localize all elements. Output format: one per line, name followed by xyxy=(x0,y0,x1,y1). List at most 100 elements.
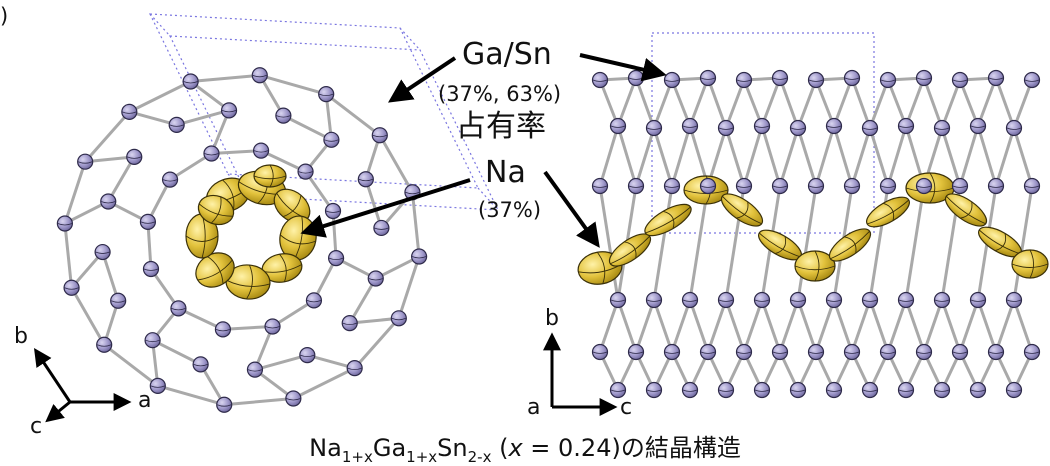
atom-sphere xyxy=(825,117,843,135)
sodium-meridian xyxy=(269,164,274,188)
atom-equator xyxy=(862,127,878,130)
atom-equator xyxy=(411,256,427,259)
atom-equator xyxy=(844,77,860,80)
atom-sphere xyxy=(969,291,987,309)
atom-sphere xyxy=(251,67,268,84)
framework-atoms xyxy=(56,67,1041,413)
unit-cell-left xyxy=(149,13,499,211)
caption-open: ( xyxy=(491,434,509,462)
bond xyxy=(742,298,764,354)
framework-atom xyxy=(771,177,789,195)
atom-sphere xyxy=(203,145,220,162)
bond xyxy=(1012,126,1034,188)
atom-equator xyxy=(952,185,968,188)
bond xyxy=(814,78,836,128)
bond xyxy=(652,78,674,130)
atom-equator xyxy=(772,351,788,354)
atom-sphere xyxy=(305,292,323,309)
atom-sphere xyxy=(609,117,627,135)
atom-equator xyxy=(610,125,626,128)
sodium-ellipsoid xyxy=(794,250,836,282)
framework-atom xyxy=(699,177,717,195)
caption-sn: Sn xyxy=(437,434,468,462)
framework-atom xyxy=(789,119,807,137)
bond xyxy=(397,255,421,320)
atom-equator xyxy=(319,93,334,97)
atom-sphere xyxy=(987,177,1005,195)
atom-equator xyxy=(664,351,680,354)
sodium-equator xyxy=(758,232,801,258)
atom-equator xyxy=(342,322,357,326)
atom-equator xyxy=(826,299,842,302)
atom-equator xyxy=(916,77,932,80)
label-ga-sn: Ga/Sn xyxy=(462,37,552,72)
bond xyxy=(904,184,926,302)
bond xyxy=(670,124,692,188)
bond xyxy=(348,276,378,325)
framework-atom xyxy=(681,117,699,135)
framework-atom xyxy=(753,117,771,135)
atom-equator xyxy=(898,299,914,302)
bond xyxy=(940,78,962,130)
atom-sphere xyxy=(627,343,645,361)
framework-atom xyxy=(1023,71,1041,89)
atom-sphere xyxy=(324,202,342,220)
atom-equator xyxy=(772,185,788,188)
atom-equator xyxy=(1024,79,1040,82)
atom-equator xyxy=(880,185,896,188)
atom-sphere xyxy=(192,356,209,373)
framework-atom xyxy=(609,117,627,135)
atom-sphere xyxy=(94,243,111,261)
sodium-meridian xyxy=(736,201,749,219)
framework-atom xyxy=(357,171,374,188)
atom-sphere xyxy=(825,291,843,309)
atom-sphere xyxy=(609,381,627,399)
atom-equator xyxy=(934,127,950,130)
atom-sphere xyxy=(246,361,264,378)
bond xyxy=(850,76,872,130)
atom-equator xyxy=(736,185,752,188)
axis-right-b-label: b xyxy=(545,306,559,331)
atom-equator xyxy=(286,398,301,401)
framework-atom xyxy=(77,153,94,170)
bond xyxy=(258,73,328,96)
bond xyxy=(598,184,620,302)
bond xyxy=(101,250,120,303)
sodium-meridian xyxy=(206,255,224,284)
bond xyxy=(778,126,800,188)
bond xyxy=(994,76,1016,130)
atom-equator xyxy=(970,299,986,302)
framework-atom xyxy=(144,332,161,349)
bond xyxy=(598,124,620,188)
framework-atom xyxy=(96,336,113,353)
bond xyxy=(760,298,782,354)
framework-atom xyxy=(591,177,609,195)
framework-atom xyxy=(170,300,187,317)
atom-equator xyxy=(300,354,315,358)
framework-atom xyxy=(251,67,268,84)
sodium-meridian xyxy=(624,241,637,259)
atom-equator xyxy=(610,299,626,302)
atom-equator xyxy=(592,185,608,188)
bond xyxy=(374,255,421,280)
bond xyxy=(63,221,74,290)
atom-sphere xyxy=(591,71,609,89)
caption-na: Na xyxy=(309,434,342,462)
atom-sphere xyxy=(789,119,807,137)
atom-sphere xyxy=(681,291,699,309)
atom-sphere xyxy=(717,119,735,137)
caption-suffix: の結晶構造 xyxy=(620,434,741,462)
atom-sphere xyxy=(627,69,645,87)
bond xyxy=(652,126,674,188)
framework-atom xyxy=(915,177,933,195)
atom-sphere xyxy=(627,177,645,195)
sodium-equator xyxy=(198,203,233,217)
atom-equator xyxy=(880,79,896,82)
bond xyxy=(742,124,764,188)
atom-equator xyxy=(682,125,698,128)
sodium-equator xyxy=(610,235,650,265)
atom-equator xyxy=(826,389,842,392)
sodium-meridian xyxy=(662,210,675,229)
framework-atom xyxy=(843,177,861,195)
sodium-equator xyxy=(905,187,955,193)
